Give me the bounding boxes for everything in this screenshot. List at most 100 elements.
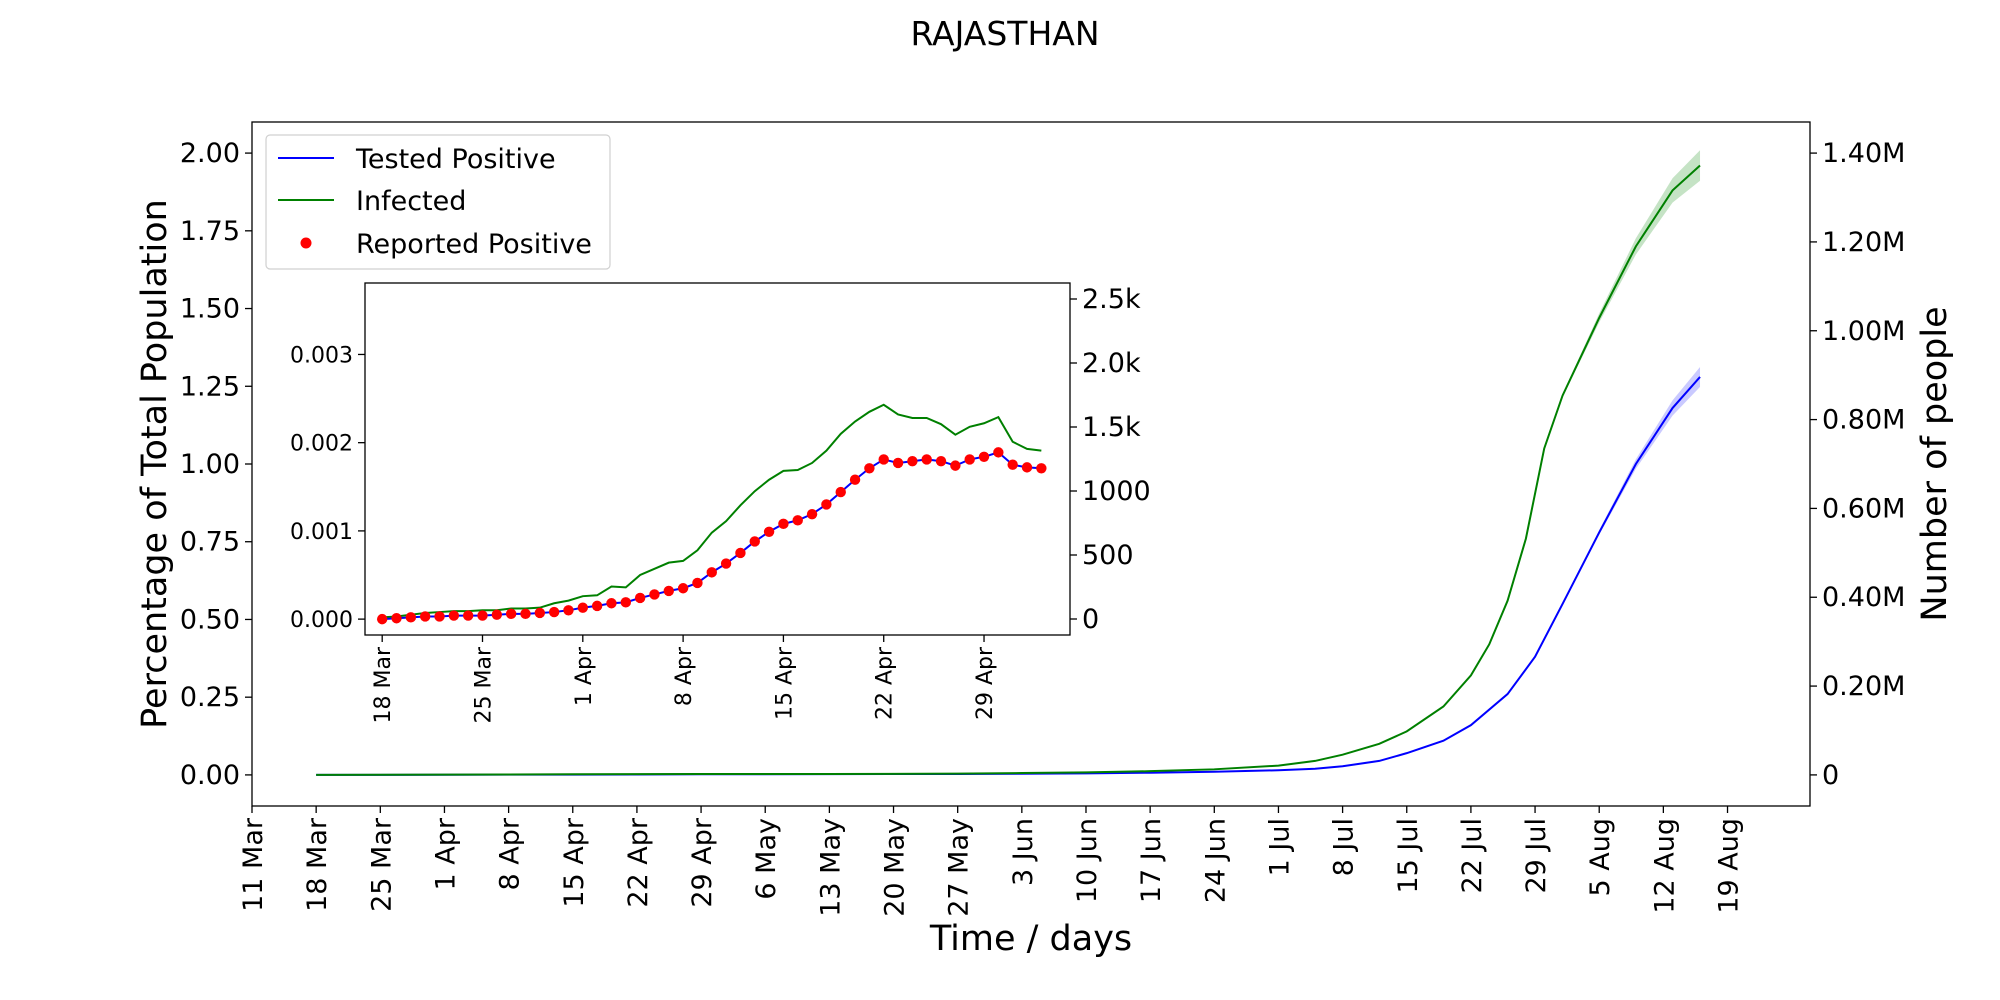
- inset-reported-point-8: [491, 609, 503, 620]
- inset-reported-point-7: [477, 610, 488, 621]
- inset-reported-point-28: [778, 518, 789, 530]
- x-tick-label-25-mar: 25 Mar: [366, 817, 397, 912]
- inset-reported-point-46: [1036, 463, 1047, 474]
- inset-reported-point-19: [649, 589, 660, 600]
- x-tick-label-5-aug: 5 Aug: [1585, 818, 1616, 896]
- inset-reported-point-43: [993, 447, 1004, 458]
- x-tick-label-20-may: 20 May: [880, 818, 911, 917]
- inset-y2-tick-label-2-5k: 2.5k: [1082, 284, 1141, 315]
- x-tick-label-29-apr: 29 Apr: [687, 817, 718, 908]
- inset-reported-point-26: [749, 536, 760, 547]
- x-tick-label-24-jun: 24 Jun: [1200, 818, 1231, 903]
- inset-reported-point-17: [620, 597, 631, 608]
- inset-y-tick-label-0-001: 0.001: [290, 520, 353, 545]
- inset-reported-point-33: [849, 474, 861, 485]
- x-tick-label-22-jul: 22 Jul: [1457, 818, 1488, 894]
- inset-reported-point-30: [806, 508, 818, 520]
- series-line-infected: [316, 164, 1701, 776]
- legend: Tested Positive Infected Reported Positi…: [265, 134, 611, 270]
- y-tick-label-0-25: 0.25: [180, 682, 240, 713]
- inset-reported-point-37: [907, 456, 918, 467]
- inset-reported-point-11: [534, 607, 546, 619]
- inset-y-tick-label-0-000: 0.000: [290, 608, 353, 633]
- x-tick-label-8-jul: 8 Jul: [1329, 818, 1360, 876]
- x-tick-label-15-jul: 15 Jul: [1393, 818, 1424, 894]
- x-tick-label-19-aug: 19 Aug: [1714, 818, 1745, 914]
- x-tick-label-1-jul: 1 Jul: [1264, 818, 1295, 876]
- inset-reported-point-38: [921, 454, 932, 465]
- y2-tick-label-1-00m: 1.00M: [1822, 316, 1905, 347]
- y2-tick-label-0-20m: 0.20M: [1822, 671, 1905, 702]
- inset-series: [376, 403, 1047, 625]
- inset-y2-tick-label-1000: 1000: [1082, 476, 1151, 507]
- inset-reported-point-3: [419, 611, 431, 622]
- inset-y2-tick-label-2-0k: 2.0k: [1082, 348, 1141, 379]
- inset-series-line-infected: [382, 403, 1042, 619]
- inset-reported-point-25: [735, 547, 746, 559]
- inset-x-tick-label-15-apr: 15 Apr: [772, 646, 797, 720]
- x-tick-label-1-apr: 1 Apr: [430, 817, 461, 890]
- inset-reported-point-39: [935, 456, 947, 467]
- x-axis-label: Time / days: [929, 919, 1132, 959]
- x-tick-label-11-mar: 11 Mar: [238, 817, 269, 912]
- legend-box: [265, 134, 611, 270]
- y2-tick-label-0-40m: 0.40M: [1822, 582, 1905, 613]
- x-tick-label-18-mar: 18 Mar: [302, 817, 333, 912]
- inset-x-tick-label-8-apr: 8 Apr: [672, 646, 697, 706]
- inset-x-tick-label-29-apr: 29 Apr: [973, 646, 998, 720]
- inset-reported-point-16: [606, 598, 617, 609]
- inset-y-tick-label-0-003: 0.003: [290, 343, 353, 368]
- inset-reported-point-34: [864, 463, 875, 474]
- inset-reported-point-1: [391, 613, 402, 624]
- inset-x-tick-label-22-apr: 22 Apr: [873, 646, 898, 720]
- x-tick-label-15-apr: 15 Apr: [559, 817, 590, 908]
- inset-chart: 18 Mar 25 Mar 1 Apr 8 Apr 15 Apr 22 Apr 29 Apr…: [290, 282, 1151, 724]
- inset-reported-point-32: [835, 486, 846, 498]
- inset-reported-point-20: [663, 585, 674, 597]
- inset-reported-point-44: [1007, 459, 1018, 470]
- y-tick-label-2-00: 2.00: [180, 138, 240, 169]
- inset-y2-tick-label-500: 500: [1082, 540, 1134, 571]
- inset-reported-point-42: [978, 451, 990, 462]
- inset-y2-tick-label-1-5k: 1.5k: [1082, 412, 1141, 443]
- inset-reported-point-45: [1021, 462, 1033, 473]
- legend-label-infected: Infected: [356, 186, 466, 217]
- x-tick-label-8-apr: 8 Apr: [495, 817, 526, 890]
- main-axes: 11 Mar 18 Mar 25 Mar 1 Apr 8 Apr 15 Apr 22 Apr…: [180, 138, 1906, 917]
- inset-x-tick-label-1-apr: 1 Apr: [572, 646, 597, 706]
- inset-reported-point-36: [892, 457, 904, 469]
- inset-reported-point-35: [878, 454, 889, 465]
- main-series: [316, 150, 1701, 776]
- inset-reported-point-9: [505, 608, 517, 620]
- inset-y2-tick-label-0: 0: [1082, 604, 1099, 635]
- inset-x-tick-label-25-mar: 25 Mar: [472, 646, 497, 723]
- inset-reported-point-21: [677, 583, 689, 594]
- inset-axes: 18 Mar 25 Mar 1 Apr 8 Apr 15 Apr 22 Apr 29 Apr…: [290, 284, 1151, 724]
- x-tick-label-12-aug: 12 Aug: [1649, 818, 1680, 914]
- inset-reported-point-18: [634, 592, 646, 604]
- inset-y-tick-label-0-002: 0.002: [290, 432, 353, 457]
- inset-reported-point-2: [405, 612, 417, 623]
- inset-reported-point-41: [964, 454, 975, 465]
- inset-reported-point-5: [448, 610, 460, 621]
- inset-x-tick-label-18-mar: 18 Mar: [371, 646, 396, 723]
- x-tick-label-17-jun: 17 Jun: [1136, 818, 1167, 903]
- y2-tick-label-0: 0: [1822, 760, 1839, 791]
- inset-reported-point-24: [720, 558, 732, 569]
- inset-reported-point-15: [591, 600, 603, 612]
- y2-tick-label-1-20m: 1.20M: [1822, 227, 1905, 258]
- y-tick-label-0-00: 0.00: [180, 760, 240, 791]
- y2-tick-label-1-40m: 1.40M: [1822, 138, 1905, 169]
- inset-reported-point-31: [821, 499, 832, 510]
- inset-reported-point-12: [548, 606, 560, 618]
- legend-label-reported-positive: Reported Positive: [356, 229, 592, 260]
- inset-reported-point-27: [763, 526, 775, 537]
- inset-reported-point-40: [950, 460, 961, 471]
- x-tick-label-13-may: 13 May: [815, 818, 846, 917]
- y2-axis-label: Number of people: [1915, 306, 1955, 621]
- inset-reported-point-6: [462, 610, 474, 621]
- chart-title: RAJASTHAN: [910, 14, 1099, 53]
- inset-plot-frame: [364, 282, 1071, 636]
- inset-reported-point-13: [563, 605, 574, 616]
- y-axis-label: Percentage of Total Population: [135, 199, 175, 729]
